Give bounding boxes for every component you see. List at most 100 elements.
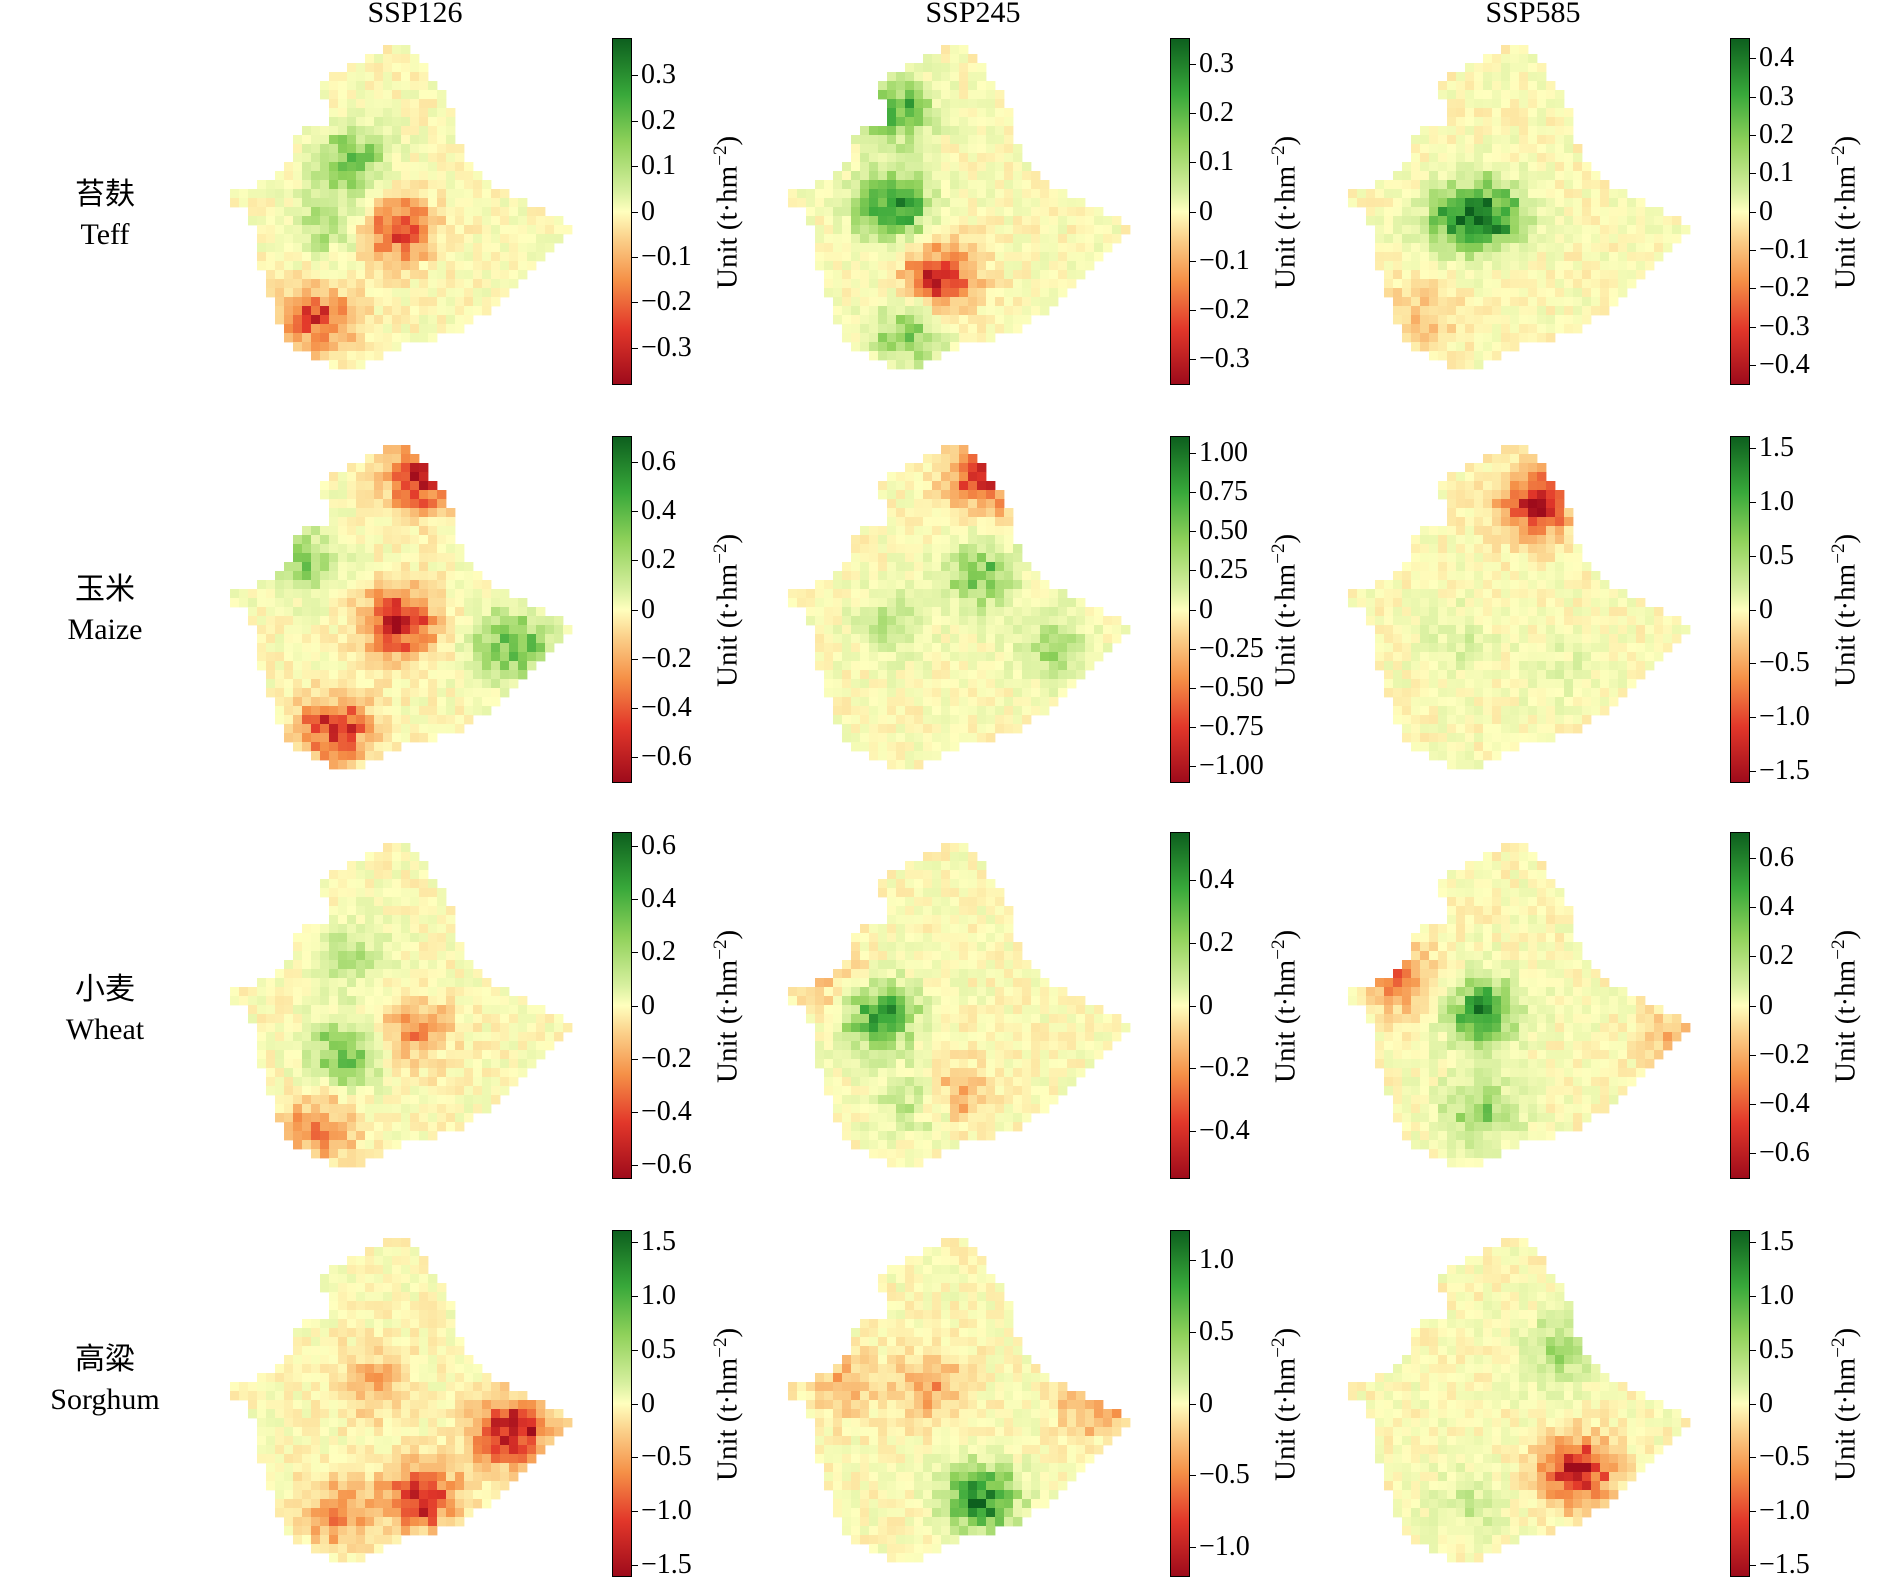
map-cell [311,189,321,199]
map-cell [1474,625,1484,635]
map-cell [941,90,951,100]
map-cell [932,261,942,271]
map-cell [1067,216,1077,226]
map-cell [239,598,249,608]
map-cell [257,180,267,190]
map-cell [1447,499,1457,509]
map-cell [338,153,348,163]
map-cell [338,517,348,527]
map-cell [1564,724,1574,734]
map-cell [446,978,456,988]
map-cell [1465,598,1475,608]
map-cell [1411,634,1421,644]
map-cell [1510,688,1520,698]
map-cell [1609,688,1619,698]
map-cell [1103,243,1113,253]
map-cell [338,987,348,997]
map-cell [383,216,393,226]
map-cell [905,99,915,109]
map-cell [1564,706,1574,716]
map-cell [347,942,357,952]
map-cell [851,288,861,298]
colorbar-tick-label: 1.00 [1199,436,1248,468]
map-cell [914,153,924,163]
map-cell [1031,634,1041,644]
map-cell [968,252,978,262]
map-cell [509,598,519,608]
map-cell [842,234,852,244]
map-cell [1546,189,1556,199]
map-cell [878,706,888,716]
map-cell [383,198,393,208]
map-cell [1420,562,1430,572]
colorbar-tick-label: 0.2 [641,544,676,576]
map-cell [1402,625,1412,635]
map-cell [1049,688,1059,698]
map-cell [1546,643,1556,653]
map-cell [1013,715,1023,725]
map-cell [518,261,528,271]
map-cell [437,108,447,118]
map-cell [1519,463,1529,473]
map-cell [1510,481,1520,491]
map-cell [1528,679,1538,689]
map-cell [410,598,420,608]
map-cell [950,481,960,491]
map-cell [410,625,420,635]
map-cell [1402,324,1412,334]
map-cell [1456,90,1466,100]
map-cell [527,261,537,271]
map-cell [1573,697,1583,707]
map-cell [887,72,897,82]
map-cell [563,625,573,635]
map-cell [1600,661,1610,671]
map-cell [302,171,312,181]
map-cell [392,544,402,554]
unit-text: Unit (t·hm [1269,563,1302,687]
map-cell [455,162,465,172]
map-cell [437,535,447,545]
map-cell [410,915,420,925]
map-cell [950,333,960,343]
map-cell [932,72,942,82]
map-cell [995,724,1005,734]
map-cell [905,652,915,662]
map-cell [905,252,915,262]
map-cell [878,598,888,608]
map-cell [1573,598,1583,608]
map-cell [1384,189,1394,199]
map-cell [293,661,303,671]
map-cell [1582,562,1592,572]
map-cell [455,942,465,952]
map-cell [1564,117,1574,127]
map-cell [338,225,348,235]
map-cell [329,670,339,680]
map-cell [1438,153,1448,163]
map-cell [887,315,897,325]
map-cell [446,562,456,572]
map-cell [455,616,465,626]
map-cell [1483,279,1493,289]
map-cell [905,297,915,307]
colorbar: 1.5 1.0 0.5 0 −0.5 −1.0 −1.5 [1730,433,1810,785]
map-cell [1121,625,1131,635]
map-cell [1519,153,1529,163]
map-cell [824,261,834,271]
unit-superscript: −2 [710,145,731,166]
map-cell [887,99,897,109]
colorbar-tick [1749,134,1756,136]
map-cell [1357,189,1367,199]
map-cell [365,454,375,464]
map-cell [1492,562,1502,572]
map-cell [284,180,294,190]
map-cell [932,198,942,208]
map-cell [869,180,879,190]
map-cell [1013,297,1023,307]
map-cell [491,670,501,680]
map-cell [374,342,384,352]
map-cell [1411,706,1421,716]
map-cell [1076,598,1086,608]
map-cell [284,625,294,635]
map-cell [365,526,375,536]
map-cell [1393,216,1403,226]
